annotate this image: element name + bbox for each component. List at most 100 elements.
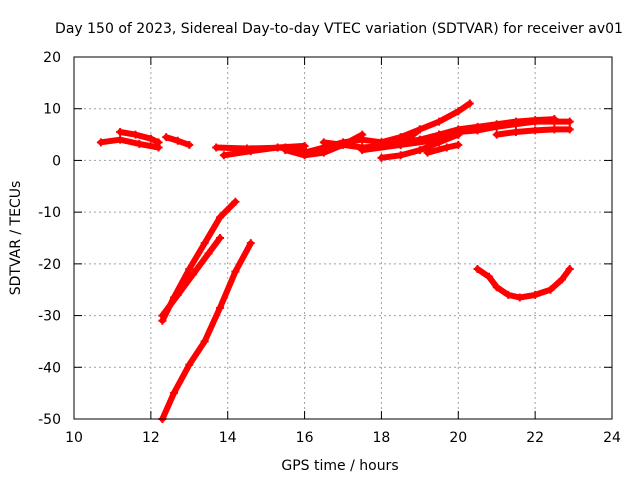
data-point <box>454 140 463 149</box>
data-point <box>396 151 405 160</box>
series-line <box>117 129 162 146</box>
data-point <box>146 134 155 143</box>
data-point <box>154 138 163 147</box>
data-point <box>300 141 309 150</box>
data-point <box>204 249 213 258</box>
chart-title: Day 150 of 2023, Sidereal Day-to-day VTE… <box>55 21 623 37</box>
x-tick-label: 22 <box>526 430 544 446</box>
data-point <box>473 265 482 274</box>
series-arc-17 <box>158 234 225 320</box>
data-point <box>185 265 194 274</box>
data-point <box>435 117 444 126</box>
data-point <box>454 127 463 136</box>
series-arc-13 <box>435 117 574 139</box>
data-point <box>531 290 540 299</box>
data-point <box>531 126 540 135</box>
data-point <box>465 99 474 108</box>
x-axis-label: GPS time / hours <box>281 458 398 474</box>
data-point <box>415 135 424 144</box>
data-point <box>396 140 405 149</box>
series-arc-3 <box>162 133 194 149</box>
data-point <box>231 197 240 206</box>
data-point <box>246 239 255 248</box>
x-tick-label: 10 <box>65 430 83 446</box>
data-point <box>565 117 574 126</box>
x-tick-label: 16 <box>296 430 314 446</box>
data-point <box>473 126 482 135</box>
data-point <box>212 143 221 152</box>
y-tick-label: 20 <box>43 50 61 66</box>
x-tick-label: 18 <box>373 430 391 446</box>
data-point <box>435 138 444 147</box>
data-point <box>415 125 424 134</box>
data-point <box>273 143 282 152</box>
y-tick-label: -10 <box>38 205 61 221</box>
x-axis-ticks: 10 12 14 16 18 20 22 24 <box>65 57 621 446</box>
data-point <box>158 311 167 320</box>
data-point <box>173 290 182 299</box>
series-arc-14 <box>423 140 463 157</box>
data-point <box>216 303 225 312</box>
data-point <box>281 146 290 155</box>
data-point <box>358 146 367 155</box>
series-line <box>220 142 308 159</box>
data-point <box>162 133 171 142</box>
data-point <box>531 117 540 126</box>
data-point <box>358 135 367 144</box>
data-point <box>511 120 520 129</box>
data-point <box>435 130 444 139</box>
data-point <box>492 283 501 292</box>
series-arc-15 <box>492 125 574 139</box>
data-point <box>415 146 424 155</box>
x-tick-label: 14 <box>219 430 237 446</box>
y-axis-ticks: -50 -40 -30 -20 -10 0 10 20 <box>38 50 612 428</box>
data-point <box>246 147 255 156</box>
y-tick-label: -20 <box>38 257 61 273</box>
data-point <box>485 272 494 281</box>
data-point <box>173 136 182 145</box>
data-point <box>504 290 513 299</box>
series-arc-18 <box>158 239 255 423</box>
data-series <box>96 99 574 423</box>
series-arc-2 <box>116 127 163 147</box>
data-point <box>216 234 225 242</box>
y-axis-label: SDTVAR / TECUs <box>8 181 24 296</box>
data-point <box>231 267 240 276</box>
data-point <box>511 127 520 136</box>
data-point <box>550 125 559 134</box>
data-point <box>319 138 328 147</box>
data-point <box>131 130 140 139</box>
data-point <box>185 140 194 149</box>
data-point <box>116 135 125 144</box>
data-point <box>492 130 501 139</box>
data-point <box>454 107 463 116</box>
data-point <box>565 265 574 274</box>
series-arc-1 <box>96 135 163 152</box>
data-point <box>116 127 125 136</box>
series-arc-11 <box>377 130 463 162</box>
data-point <box>442 143 451 152</box>
data-point <box>377 153 386 162</box>
series-line <box>97 136 162 151</box>
data-point <box>423 148 432 157</box>
y-tick-label: -30 <box>38 309 61 325</box>
data-point <box>185 360 194 369</box>
data-point <box>135 139 144 148</box>
data-point <box>200 337 209 346</box>
y-tick-label: -40 <box>38 360 61 376</box>
data-point <box>550 117 559 126</box>
data-point <box>546 285 555 294</box>
gridlines <box>74 57 612 419</box>
data-point <box>492 122 501 131</box>
data-point <box>300 148 309 157</box>
y-tick-label: -50 <box>38 412 61 428</box>
x-tick-label: 24 <box>603 430 621 446</box>
data-point <box>515 293 524 302</box>
y-tick-label: 10 <box>43 102 61 118</box>
data-point <box>200 239 209 248</box>
data-point <box>216 213 225 222</box>
plot-frame <box>73 56 613 420</box>
data-point <box>558 275 567 284</box>
data-point <box>219 151 228 160</box>
